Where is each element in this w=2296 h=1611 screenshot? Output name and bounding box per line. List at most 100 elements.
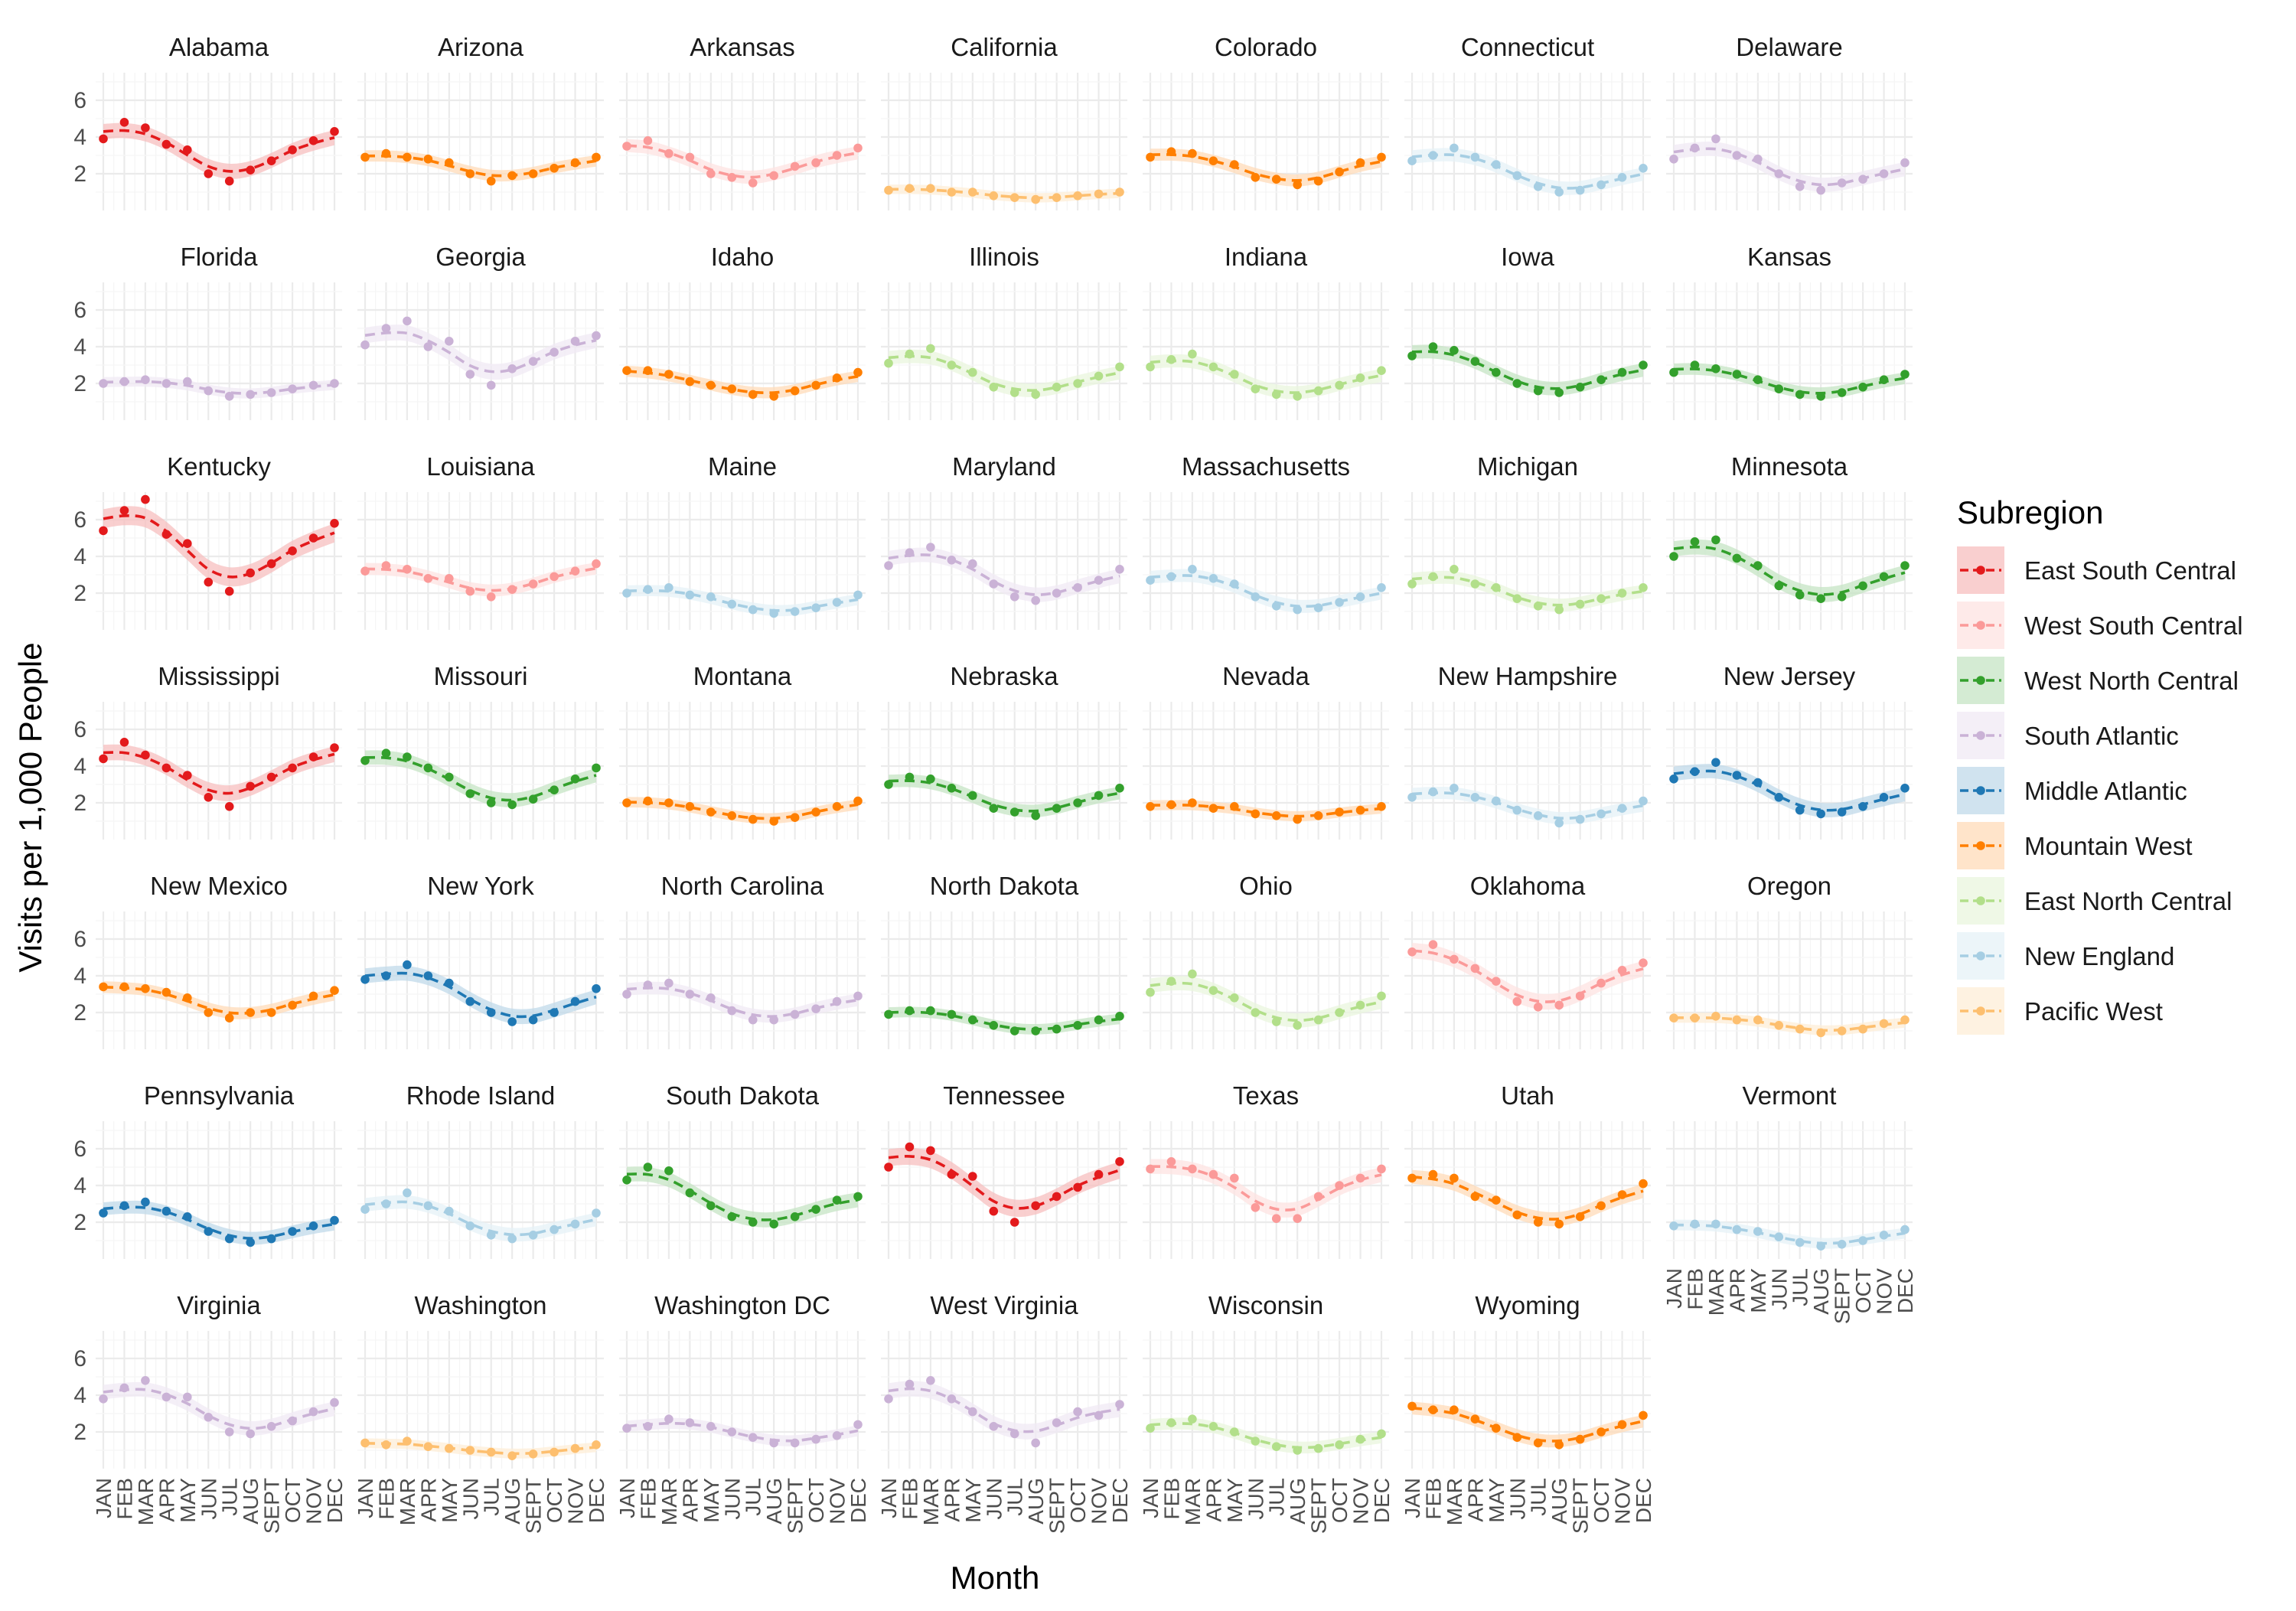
- data-point: [1639, 164, 1648, 173]
- data-point: [853, 1192, 863, 1202]
- data-point: [423, 763, 433, 773]
- data-point: [685, 990, 695, 999]
- data-point: [360, 1205, 370, 1214]
- panel-title: Arizona: [438, 33, 524, 61]
- data-point: [1795, 390, 1805, 399]
- data-point: [1711, 758, 1720, 767]
- data-point: [727, 173, 737, 182]
- data-point: [1492, 367, 1501, 377]
- data-point: [790, 1438, 800, 1448]
- data-point: [381, 1199, 391, 1208]
- data-point: [246, 1008, 255, 1017]
- data-point: [1512, 1433, 1522, 1442]
- data-point: [1031, 811, 1040, 820]
- panel-washington-dc: Washington DC JANFEBMARAPRMAYJUNJULAUGSEP…: [615, 1291, 870, 1534]
- data-point: [507, 800, 517, 810]
- data-point: [550, 572, 559, 582]
- x-tick-label: JUL: [742, 1478, 765, 1516]
- panel-title: Texas: [1233, 1081, 1299, 1110]
- panel-title: North Dakota: [930, 872, 1079, 900]
- data-point: [1293, 605, 1302, 615]
- data-point: [664, 798, 673, 807]
- data-point: [288, 1227, 297, 1236]
- data-point: [1115, 1400, 1124, 1409]
- data-point: [947, 188, 957, 197]
- data-point: [1166, 147, 1176, 156]
- data-point: [1512, 594, 1522, 603]
- data-point: [403, 960, 412, 970]
- data-point: [403, 1188, 412, 1198]
- data-point: [161, 987, 171, 997]
- panel-title: Iowa: [1501, 243, 1554, 271]
- y-axis-title: Visits per 1,000 People: [12, 642, 48, 972]
- data-point: [403, 152, 412, 162]
- x-tick-label: JAN: [92, 1478, 116, 1518]
- panel-title: Alabama: [169, 33, 269, 61]
- data-point: [1407, 793, 1417, 802]
- data-point: [507, 1451, 517, 1460]
- data-point: [1407, 351, 1417, 360]
- panel-vermont: Vermont JANFEBMARAPRMAYJUNJULAUGSEPTOCTNO…: [1662, 1081, 1917, 1324]
- data-point: [1879, 375, 1889, 385]
- data-point: [811, 380, 820, 390]
- data-point: [1073, 1182, 1082, 1192]
- data-point: [1533, 182, 1543, 191]
- data-point: [769, 1219, 778, 1229]
- data-point: [119, 1383, 129, 1393]
- data-point: [1115, 784, 1124, 793]
- data-point: [1335, 1181, 1344, 1190]
- data-point: [769, 392, 778, 401]
- data-point: [905, 1142, 915, 1152]
- y-tick-label: 6: [73, 717, 86, 742]
- confidence-band: [627, 797, 858, 824]
- legend-item-middle-atlantic: Middle Atlantic: [1957, 767, 2187, 814]
- confidence-band: [103, 122, 334, 179]
- confidence-band: [1412, 943, 1643, 1010]
- data-point: [1230, 160, 1239, 169]
- data-point: [989, 804, 999, 813]
- panel-connecticut: Connecticut: [1404, 33, 1651, 210]
- data-point: [1450, 954, 1459, 964]
- data-point: [360, 975, 370, 984]
- data-point: [1470, 579, 1480, 589]
- data-point: [1512, 805, 1522, 815]
- data-point: [308, 1221, 318, 1231]
- data-point: [1009, 1429, 1019, 1439]
- panel-ohio: Ohio: [1143, 872, 1389, 1049]
- panel-title: Utah: [1501, 1081, 1554, 1110]
- panel-oregon: Oregon: [1666, 872, 1913, 1049]
- data-point: [1554, 1440, 1564, 1450]
- data-point: [748, 814, 758, 824]
- y-tick-label: 4: [73, 1173, 86, 1198]
- data-point: [1858, 1236, 1867, 1245]
- data-point: [947, 360, 957, 370]
- data-point: [1335, 1440, 1344, 1450]
- panel-montana: Montana: [619, 662, 866, 840]
- data-point: [1335, 167, 1344, 177]
- data-point: [968, 559, 977, 569]
- legend-title: Subregion: [1957, 494, 2103, 530]
- panel-virginia: Virginia 2 4 6 JANFEBMARAPRMAYJUNJULAUGSEPTO…: [73, 1291, 347, 1534]
- panel-title: Pennsylvania: [144, 1081, 295, 1110]
- data-point: [884, 780, 893, 789]
- x-tick-label: FEB: [374, 1478, 398, 1519]
- data-point: [811, 1004, 820, 1013]
- panel-texas: Texas: [1143, 1081, 1389, 1259]
- data-point: [1512, 996, 1522, 1006]
- x-tick-label: DEC: [585, 1478, 608, 1523]
- confidence-band: [1674, 539, 1905, 602]
- data-point: [853, 367, 863, 377]
- data-point: [1554, 388, 1564, 397]
- data-point: [1795, 1238, 1805, 1247]
- x-tick-label: JUN: [982, 1478, 1006, 1519]
- confidence-band: [103, 1381, 334, 1436]
- panel-south-dakota: South Dakota: [619, 1081, 866, 1259]
- data-point: [266, 388, 276, 397]
- data-point: [1377, 1164, 1386, 1174]
- x-tick-label: DEC: [1632, 1478, 1655, 1523]
- data-point: [1533, 386, 1543, 396]
- data-point: [1470, 1192, 1480, 1202]
- data-point: [706, 1422, 716, 1431]
- data-point: [1166, 355, 1176, 364]
- data-point: [1271, 811, 1281, 820]
